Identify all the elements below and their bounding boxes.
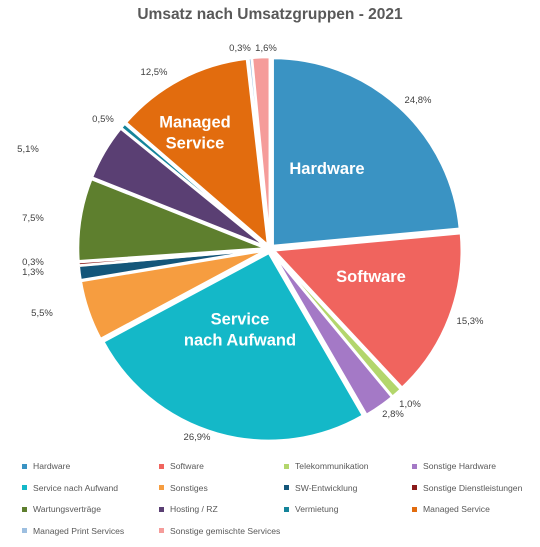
legend-item: SW-Entwicklung — [284, 483, 357, 493]
legend-swatch — [284, 506, 289, 512]
pie-slice-software — [272, 231, 463, 390]
legend-swatch — [159, 485, 164, 490]
legend-swatch — [159, 506, 164, 512]
legend-swatch — [159, 528, 164, 533]
legend-item: Sonstige Hardware — [412, 461, 496, 471]
chart-title: Umsatz nach Umsatzgruppen - 2021 — [137, 6, 403, 23]
legend-label: Software — [170, 461, 204, 471]
legend-label: Service nach Aufwand — [33, 482, 119, 493]
legend-swatch — [284, 485, 289, 490]
data-label: 1,3% — [22, 267, 44, 278]
pie-slice-managed-service — [124, 57, 270, 247]
legend-label: Sonstige Hardware — [423, 461, 497, 471]
legend-swatch — [22, 485, 27, 490]
data-label: 0,5% — [92, 114, 114, 125]
data-label: 5,5% — [31, 308, 53, 319]
pie-slice-vermietung — [119, 122, 269, 248]
legend-item: Sonstige Dienstleistungen — [412, 483, 522, 493]
pie-slice-wartungsvertr-ge — [76, 177, 268, 263]
legend-swatch — [159, 463, 164, 469]
data-label: 7,5% — [22, 213, 44, 224]
data-label: 0,3% — [22, 257, 44, 268]
pie-slice-service-nach-aufwand — [101, 251, 365, 443]
data-label: 12,5% — [141, 67, 168, 78]
slice-inside-label: Service nach Aufwand — [184, 311, 296, 350]
legend-swatch — [22, 528, 27, 533]
legend-label: Sonstige Dienstleistungen — [423, 482, 523, 493]
legend-item: Hardware — [22, 461, 70, 471]
legend-item: Service nach Aufwand — [22, 483, 118, 493]
data-label: 0,3% — [229, 43, 251, 54]
legend-swatch — [412, 463, 417, 469]
legend-swatch — [284, 463, 289, 469]
legend-item: Hosting / RZ — [159, 504, 218, 514]
legend-label: SW-Entwicklung — [295, 482, 358, 493]
data-label: 2,8% — [382, 409, 404, 420]
data-label: 1,0% — [399, 399, 421, 410]
legend-swatch — [22, 506, 27, 512]
pie-slice-sonstige-gemischte-services — [250, 55, 272, 247]
legend-label: Managed Print Services — [33, 525, 125, 536]
data-label: 1,6% — [255, 43, 277, 54]
legend-label: Hardware — [33, 461, 71, 471]
pie-slice-sonstige-hardware — [271, 251, 394, 417]
legend-label: Hosting / RZ — [170, 504, 218, 514]
legend-item: Managed Print Services — [22, 526, 124, 536]
legend-item: Telekommunikation — [284, 461, 369, 471]
legend-label: Sonstige gemischte Services — [170, 525, 281, 536]
legend-item: Sonstige gemischte Services — [159, 526, 280, 536]
legend-label: Wartungsverträge — [33, 504, 101, 514]
slice-inside-label: Managed Service — [159, 114, 231, 153]
data-label: 26,9% — [184, 432, 211, 443]
slice-inside-label: Software — [336, 268, 406, 286]
legend-item: Vermietung — [284, 504, 338, 514]
legend-label: Sonstiges — [170, 482, 208, 493]
legend-swatch — [22, 463, 27, 469]
pie-slice-hardware — [271, 56, 462, 248]
legend-item: Software — [159, 461, 204, 471]
data-label: 24,8% — [405, 95, 432, 106]
legend-swatch — [412, 485, 417, 490]
slice-inside-label: Hardware — [289, 160, 364, 178]
legend-item: Sonstiges — [159, 483, 208, 493]
legend-swatch — [412, 506, 417, 512]
legend-item: Wartungsverträge — [22, 504, 101, 514]
data-label: 15,3% — [457, 316, 484, 327]
legend-label: Managed Service — [423, 504, 490, 514]
legend-item: Managed Service — [412, 504, 490, 514]
legend-label: Vermietung — [295, 504, 339, 514]
data-label: 5,1% — [17, 144, 39, 155]
legend-label: Telekommunikation — [295, 461, 369, 471]
